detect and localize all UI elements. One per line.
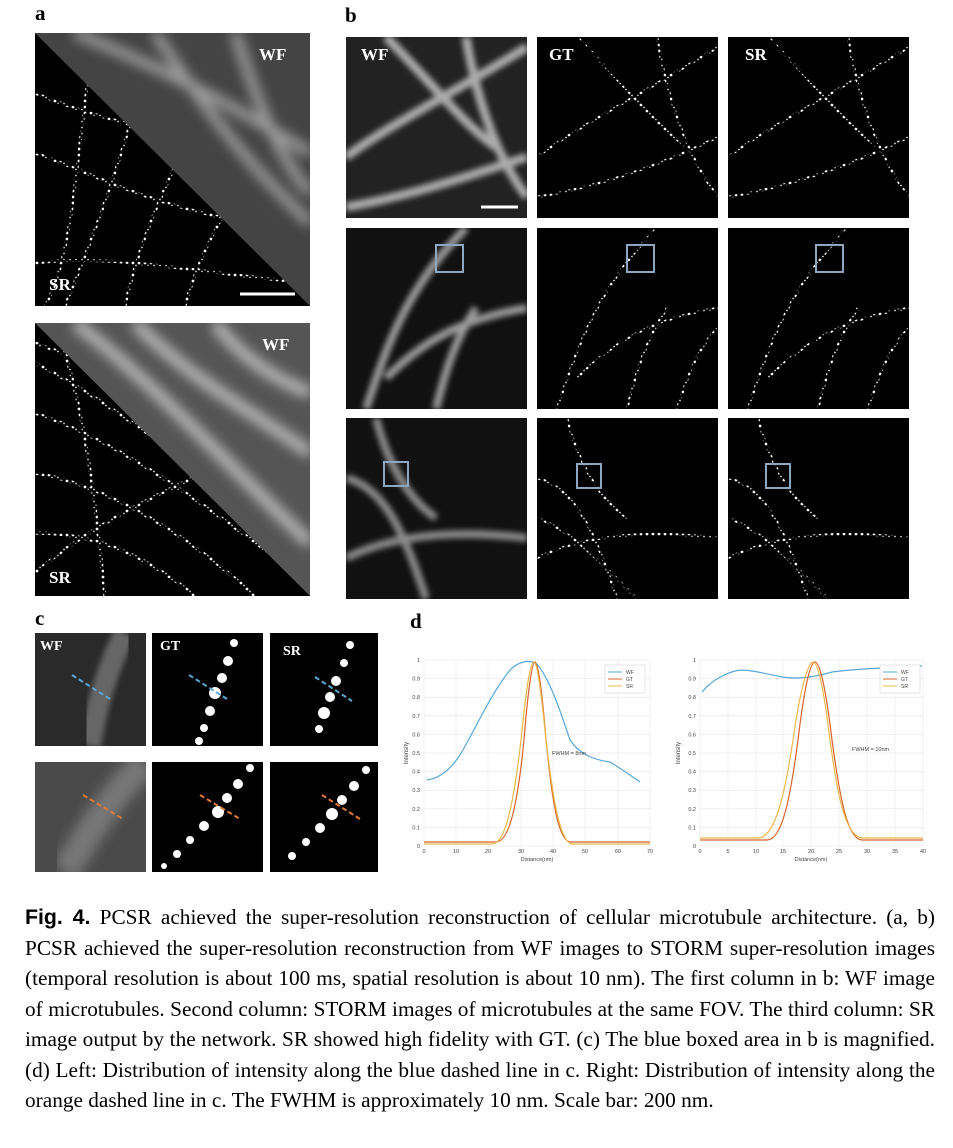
right-xtick-2: 10	[753, 849, 759, 855]
panel-c-r2-gt-image	[152, 762, 263, 872]
panel-a-bottom-image	[35, 323, 310, 596]
panel-c-r1-wf-image	[35, 633, 146, 746]
right-legend: WF GT SR	[879, 664, 921, 694]
right-xtick-4: 20	[808, 849, 814, 855]
right-xtick-6: 30	[864, 849, 870, 855]
right-ytick-10: 1	[693, 658, 696, 664]
left-ylabel: Intensity	[404, 742, 410, 764]
panel-a-bottom-wf-label: WF	[262, 335, 290, 354]
right-ytick-6: 0.6	[688, 732, 696, 738]
left-ytick-8: 0.8	[412, 695, 420, 701]
left-ytick-2: 0.2	[412, 807, 420, 813]
left-wf-curve	[426, 660, 641, 783]
panel-c-wf-label: WF	[40, 639, 63, 654]
left-xtick-5: 50	[582, 849, 588, 855]
panel-b-wf-label: WF	[361, 45, 389, 64]
left-fwhm-annotation: FWHM = 8nm	[552, 751, 586, 757]
right-ytick-2: 0.2	[688, 807, 696, 813]
figure-caption: Fig. 4. PCSR achieved the super-resoluti…	[25, 902, 935, 1116]
left-xtick-4: 40	[550, 849, 556, 855]
panel-c-r2-sr-image	[270, 762, 378, 872]
left-xlabel: Distance(nm)	[521, 857, 554, 863]
panel-b-r2-gt-image	[537, 228, 718, 409]
panel-label-d: d	[410, 609, 422, 633]
left-ytick-6: 0.6	[412, 732, 420, 738]
left-ytick-1: 0.1	[412, 825, 420, 831]
panel-a-top-wf-label: WF	[259, 45, 287, 64]
left-xtick-0: 0	[422, 849, 425, 855]
right-xtick-0: 0	[698, 849, 701, 855]
right-xtick-3: 15	[780, 849, 786, 855]
panel-b-r3-gt-image	[537, 418, 718, 599]
panel-c-sr-label: SR	[283, 644, 301, 659]
panel-b-r2-wf-image	[346, 228, 527, 409]
right-xtick-1: 5	[726, 849, 729, 855]
left-xtick-6: 60	[615, 849, 621, 855]
right-fwhm-annotation: FWHM = 10nm	[852, 747, 890, 753]
right-legend-wf: WF	[901, 670, 909, 676]
panel-b-r1-wf-image	[346, 37, 527, 218]
left-sr-curve	[424, 661, 650, 845]
panel-b-r1-sr-image	[728, 37, 909, 218]
panel-a-top-sr-label: SR	[49, 275, 71, 294]
right-xtick-7: 35	[892, 849, 898, 855]
left-legend-gt: GT	[626, 677, 633, 683]
left-xtick-3: 30	[518, 849, 524, 855]
right-legend-gt: GT	[901, 677, 908, 683]
right-ytick-3: 0.3	[688, 788, 696, 794]
left-legend: WF GT SR	[604, 664, 646, 694]
panel-b-r3-wf-image	[346, 418, 527, 599]
panel-b-r2-sr-image	[728, 228, 909, 409]
panel-a-top-image	[35, 33, 310, 306]
left-xtick-2: 20	[485, 849, 491, 855]
right-ytick-9: 0.9	[688, 677, 696, 683]
panel-b-r1-gt-image	[537, 37, 718, 218]
panel-label-c: c	[35, 606, 45, 630]
left-ytick-3: 0.3	[412, 788, 420, 794]
left-ytick-7: 0.7	[412, 714, 420, 720]
panel-c-r2-wf-image	[35, 762, 146, 872]
panel-b-gt-label: GT	[549, 45, 574, 64]
right-xlabel: Distance(nm)	[795, 857, 828, 863]
right-legend-sr: SR	[901, 684, 908, 690]
left-ytick-5: 0.5	[412, 751, 420, 757]
panel-c-gt-label: GT	[160, 639, 181, 654]
right-ytick-4: 0.4	[688, 770, 696, 776]
left-gt-curve	[424, 661, 650, 843]
caption-text: PCSR achieved the super-resolution recon…	[25, 905, 936, 1112]
left-legend-wf: WF	[626, 670, 634, 676]
left-ytick-9: 0.9	[412, 677, 420, 683]
panel-a-bottom-sr-label: SR	[49, 568, 71, 587]
panel-d-left-plot: 0 0.1 0.2 0.3 0.4 0.5 0.6 0.7 0.8 0.9 1 …	[400, 650, 660, 870]
left-legend-sr: SR	[626, 684, 633, 690]
left-ytick-10: 1	[417, 658, 420, 664]
panel-label-b: b	[345, 3, 357, 27]
right-ytick-8: 0.8	[688, 695, 696, 701]
panel-label-a: a	[35, 1, 46, 25]
panel-c-r1-gt-image	[152, 633, 263, 746]
figure-number: Fig. 4.	[25, 905, 91, 929]
left-xtick-7: 70	[647, 849, 653, 855]
panel-b-sr-label: SR	[745, 45, 767, 64]
panel-d-right-plot: 0 0.1 0.2 0.3 0.4 0.5 0.6 0.7 0.8 0.9 1 …	[672, 650, 932, 870]
right-ytick-0: 0	[693, 844, 696, 850]
right-gt-curve	[700, 661, 923, 841]
right-xtick-5: 25	[836, 849, 842, 855]
right-wf-curve	[701, 665, 923, 693]
right-xtick-8: 40	[920, 849, 926, 855]
panel-b-r3-sr-image	[728, 418, 909, 599]
left-ytick-4: 0.4	[412, 770, 420, 776]
panel-c-r1-sr-image	[270, 633, 378, 746]
right-sr-curve	[700, 661, 923, 839]
right-ytick-7: 0.7	[688, 714, 696, 720]
left-ytick-0: 0	[417, 844, 420, 850]
right-ylabel: Intensity	[676, 742, 682, 764]
right-ytick-1: 0.1	[688, 825, 696, 831]
left-xtick-1: 10	[453, 849, 459, 855]
right-ytick-5: 0.5	[688, 751, 696, 757]
